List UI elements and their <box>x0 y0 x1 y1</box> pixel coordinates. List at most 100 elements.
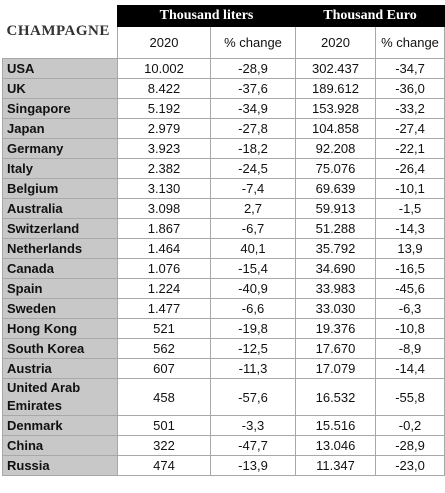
value-cell: -55,8 <box>374 378 445 416</box>
value-cell: 3.098 <box>117 198 211 219</box>
country-cell: UK <box>2 78 118 99</box>
value-cell: -28,9 <box>374 435 445 456</box>
value-cell: -34,9 <box>210 98 296 119</box>
country-cell: China <box>2 435 118 456</box>
value-cell: -34,7 <box>374 58 445 79</box>
champagne-table: CHAMPAGNE Thousand liters Thousand Euro … <box>2 5 445 476</box>
value-cell: 2,7 <box>210 198 296 219</box>
country-cell: Spain <box>2 278 118 299</box>
country-cell: USA <box>2 58 118 79</box>
country-cell: Russia <box>2 455 118 476</box>
value-cell: 92.208 <box>295 138 376 159</box>
value-cell: -18,2 <box>210 138 296 159</box>
value-cell: 11.347 <box>295 455 376 476</box>
table-row: Belgium 3.130 -7,4 69.639 -10,1 <box>2 178 445 199</box>
table-row: USA 10.002 -28,9 302.437 -34,7 <box>2 58 445 79</box>
value-cell: 474 <box>117 455 211 476</box>
table-row: China 322 -47,7 13.046 -28,9 <box>2 435 445 456</box>
country-cell: Germany <box>2 138 118 159</box>
country-cell: Canada <box>2 258 118 279</box>
value-cell: 302.437 <box>295 58 376 79</box>
value-cell: 1.224 <box>117 278 211 299</box>
value-cell: 13,9 <box>374 238 445 259</box>
table-row: Russia 474 -13,9 11.347 -23,0 <box>2 455 445 476</box>
value-cell: 10.002 <box>117 58 211 79</box>
country-cell: Netherlands <box>2 238 118 259</box>
value-cell: -7,4 <box>210 178 296 199</box>
value-cell: 458 <box>117 378 211 416</box>
value-cell: -16,5 <box>374 258 445 279</box>
value-cell: 15.516 <box>295 415 376 436</box>
value-cell: 35.792 <box>295 238 376 259</box>
value-cell: 2.979 <box>117 118 211 139</box>
table-row: South Korea 562 -12,5 17.670 -8,9 <box>2 338 445 359</box>
country-cell: Sweden <box>2 298 118 319</box>
country-cell: Australia <box>2 198 118 219</box>
table-body: USA 10.002 -28,9 302.437 -34,7 UK 8.422 -37,6 18… <box>2 58 445 476</box>
value-cell: -14,4 <box>374 358 445 379</box>
value-cell: 2.382 <box>117 158 211 179</box>
value-cell: 17.079 <box>295 358 376 379</box>
value-cell: -40,9 <box>210 278 296 299</box>
value-cell: -47,7 <box>210 435 296 456</box>
value-cell: 501 <box>117 415 211 436</box>
value-cell: -23,0 <box>374 455 445 476</box>
value-cell: 1.477 <box>117 298 211 319</box>
table-row: Canada 1.076 -15,4 34.690 -16,5 <box>2 258 445 279</box>
value-cell: -14,3 <box>374 218 445 239</box>
group-header: Thousand liters <box>117 5 296 27</box>
table-row: Italy 2.382 -24,5 75.076 -26,4 <box>2 158 445 179</box>
value-cell: -6,7 <box>210 218 296 239</box>
value-cell: -28,9 <box>210 58 296 79</box>
group-header-row: CHAMPAGNE Thousand liters Thousand Euro <box>3 5 445 39</box>
value-cell: -27,4 <box>374 118 445 139</box>
value-cell: 3.130 <box>117 178 211 199</box>
table-row: Spain 1.224 -40,9 33.983 -45,6 <box>2 278 445 299</box>
value-cell: -6,6 <box>210 298 296 319</box>
value-cell: 19.376 <box>295 318 376 339</box>
value-cell: -1,5 <box>374 198 445 219</box>
value-cell: 3.923 <box>117 138 211 159</box>
country-cell: Switzerland <box>2 218 118 239</box>
table-row: Netherlands 1.464 40,1 35.792 13,9 <box>2 238 445 259</box>
column-header-row: 2020% change 2020% change <box>3 26 445 59</box>
value-cell: 322 <box>117 435 211 456</box>
table-row: United Arab Emirates 458 -57,6 16.532 -55,8 <box>2 378 445 416</box>
value-cell: -27,8 <box>210 118 296 139</box>
column-header: 2020 <box>295 26 376 59</box>
value-cell: 75.076 <box>295 158 376 179</box>
value-cell: 1.076 <box>117 258 211 279</box>
value-cell: -57,6 <box>210 378 296 416</box>
value-cell: 104.858 <box>295 118 376 139</box>
value-cell: 16.532 <box>295 378 376 416</box>
value-cell: 153.928 <box>295 98 376 119</box>
value-cell: 40,1 <box>210 238 296 259</box>
value-cell: 13.046 <box>295 435 376 456</box>
value-cell: 607 <box>117 358 211 379</box>
country-cell: United Arab Emirates <box>2 378 118 416</box>
column-header: 2020 <box>117 26 211 59</box>
table-row: Australia 3.098 2,7 59.913 -1,5 <box>2 198 445 219</box>
value-cell: 1.867 <box>117 218 211 239</box>
value-cell: 33.030 <box>295 298 376 319</box>
value-cell: -45,6 <box>374 278 445 299</box>
table-row: Austria 607 -11,3 17.079 -14,4 <box>2 358 445 379</box>
column-header: % change <box>374 26 445 59</box>
value-cell: 8.422 <box>117 78 211 99</box>
country-cell: Denmark <box>2 415 118 436</box>
table-row: Japan 2.979 -27,8 104.858 -27,4 <box>2 118 445 139</box>
value-cell: -0,2 <box>374 415 445 436</box>
value-cell: 69.639 <box>295 178 376 199</box>
value-cell: 59.913 <box>295 198 376 219</box>
value-cell: -6,3 <box>374 298 445 319</box>
table-row: Singapore 5.192 -34,9 153.928 -33,2 <box>2 98 445 119</box>
value-cell: 1.464 <box>117 238 211 259</box>
table-row: Hong Kong 521 -19,8 19.376 -10,8 <box>2 318 445 339</box>
table-row: Denmark 501 -3,3 15.516 -0,2 <box>2 415 445 436</box>
value-cell: -3,3 <box>210 415 296 436</box>
value-cell: -37,6 <box>210 78 296 99</box>
column-header: % change <box>210 26 296 59</box>
country-cell: South Korea <box>2 338 118 359</box>
value-cell: -33,2 <box>374 98 445 119</box>
